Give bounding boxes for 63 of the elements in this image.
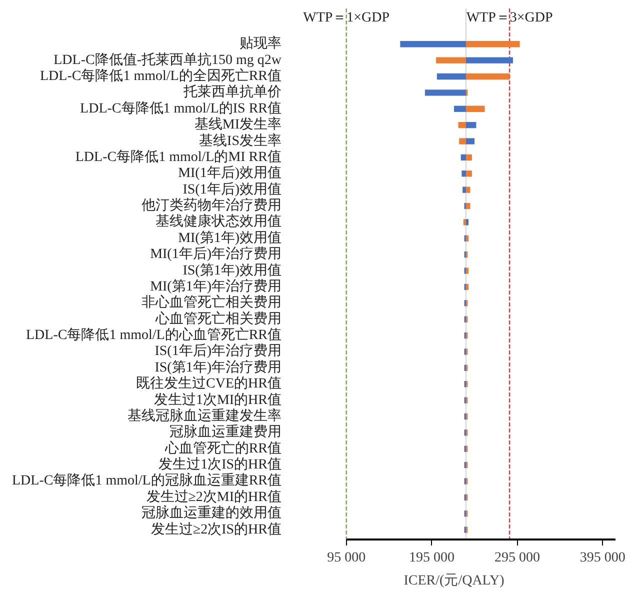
bar [460,154,466,161]
bar [466,268,469,274]
y-tick-label: MI(1年后)年治疗费用 [150,246,282,262]
y-tick-label: 基线MI发生率 [194,116,282,133]
bar [459,138,466,144]
y-tick-label: MI(1年后)效用值 [178,165,282,182]
y-tick-label: IS(第1年)年治疗费用 [154,359,282,376]
y-tick-label: LDL-C每降低1 mmol/L的全因死亡RR值 [40,68,282,84]
ref-line-label: WTP＝1×GDP [303,10,390,26]
bar [400,41,466,48]
y-tick-label: 托莱西单抗单价 [182,84,282,100]
y-tick-label: 心血管死亡的RR值 [164,440,282,456]
y-tick-label: 基线冠脉血运重建发生率 [128,408,282,424]
y-tick-label: LDL-C每降低1 mmol/L的冠脉血运重建RR值 [12,472,282,489]
bar [462,170,466,177]
y-tick-label: 冠脉血运重建费用 [170,424,282,440]
bar [466,57,513,64]
bar [424,90,466,96]
y-tick-label: 贴现率 [240,36,282,52]
y-tick-label: 发生过≥2次MI的HR值 [146,488,282,505]
ref-line-label: WTP＝3×GDP [466,10,553,26]
y-tick-label: LDL-C降低值-托莱西单抗150 mg q2w [54,52,282,68]
x-tick-label: 95 000 [327,550,366,566]
bar [466,284,469,290]
y-tick-label: MI(第1年)年治疗费用 [150,278,282,294]
y-tick-label: 非心血管死亡相关费用 [142,294,282,311]
bar [466,122,476,128]
y-tick-label: 基线IS发生率 [199,132,282,149]
y-tick-label: LDL-C每降低1 mmol/L的心血管死亡RR值 [26,327,282,344]
y-tick-label: IS(第1年)效用值 [182,262,282,278]
x-tick-label: 395 000 [580,550,626,566]
bar [466,154,472,161]
bar [466,219,469,226]
bar [436,57,466,64]
x-tick-label: 295 000 [494,550,540,566]
y-tick-label: LDL-C每降低1 mmol/L的IS RR值 [80,100,282,116]
x-tick-label: 195 000 [409,550,455,566]
y-tick-label: 发生过1次MI的HR值 [154,392,282,408]
y-tick-label: 心血管死亡相关费用 [154,310,282,327]
y-tick-label: IS(1年后)年治疗费用 [154,343,282,360]
bar [466,106,485,112]
bar [458,122,466,128]
bar [466,73,510,80]
y-tick-label: 既往发生过CVE的HR值 [136,376,282,392]
bar [436,73,466,80]
y-tick-label: IS(1年后)效用值 [182,181,282,198]
y-tick-label: 冠脉血运重建的效用值 [142,505,282,522]
y-tick-label: 发生过≥2次IS的HR值 [150,521,282,538]
bar [463,219,466,226]
bar [466,41,520,48]
y-tick-label: MI(第1年)效用值 [178,230,282,246]
bar [466,170,472,177]
y-tick-label: 发生过1次IS的HR值 [158,456,282,473]
x-axis-title: ICER/(元/QALY) [404,574,505,588]
bar [466,235,469,242]
y-tick-label: 他汀类药物年治疗费用 [142,198,282,214]
y-tick-label: 基线健康状态效用值 [156,214,282,230]
bar [466,186,470,193]
bar [462,186,466,193]
bar [466,138,475,144]
bar [454,106,466,112]
y-tick-label: LDL-C每降低1 mmol/L的MI RR值 [75,148,282,165]
bar [466,202,470,210]
